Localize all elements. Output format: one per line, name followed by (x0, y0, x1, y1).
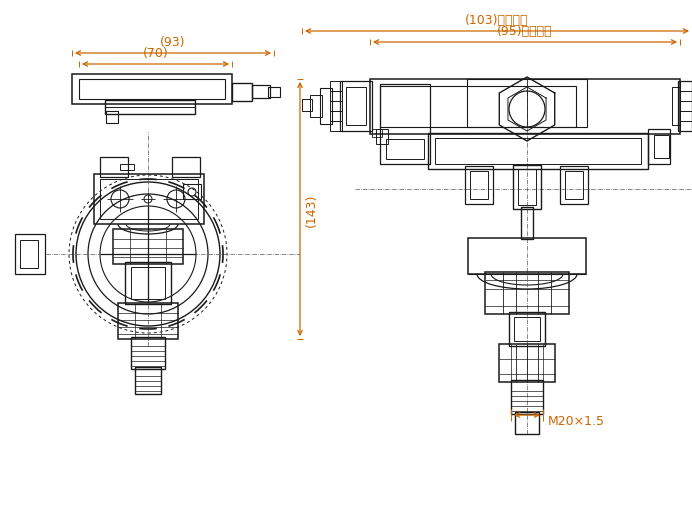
Bar (118, 303, 178, 340)
Text: (93): (93) (161, 36, 185, 49)
Bar (680, 82, 692, 92)
Bar (680, 102, 692, 112)
Bar (125, 263, 171, 304)
Bar (515, 412, 539, 434)
Bar (680, 122, 692, 132)
Bar (435, 139, 641, 165)
Bar (514, 318, 540, 342)
Bar (511, 380, 543, 414)
Bar (386, 140, 424, 160)
Bar (521, 208, 533, 240)
Bar (72, 75, 232, 105)
Bar (428, 134, 648, 169)
Bar (465, 166, 493, 205)
Bar (330, 112, 342, 122)
Bar (340, 82, 372, 132)
Text: (103)镜盖尺寸: (103)镜盖尺寸 (465, 14, 529, 27)
Bar (372, 130, 382, 138)
Bar (346, 88, 366, 126)
Bar (565, 172, 583, 200)
Bar (380, 85, 430, 165)
Bar (648, 130, 670, 165)
Text: (95)盲盖尺寸: (95)盲盖尺寸 (497, 25, 553, 38)
Bar (15, 235, 45, 274)
Bar (183, 185, 201, 200)
Bar (330, 102, 342, 112)
Bar (105, 101, 195, 115)
Bar (678, 82, 692, 132)
Bar (113, 230, 183, 265)
Bar (79, 80, 225, 100)
Bar (94, 175, 204, 224)
Bar (330, 82, 342, 92)
Bar (376, 130, 388, 145)
Bar (135, 367, 161, 394)
Bar (330, 122, 342, 132)
Bar (560, 166, 588, 205)
Bar (100, 158, 128, 178)
Bar (232, 84, 252, 102)
Bar (330, 92, 342, 102)
Bar (20, 241, 38, 268)
Bar (680, 92, 692, 102)
Text: (143): (143) (305, 193, 318, 226)
Bar (680, 112, 692, 122)
Bar (470, 172, 488, 200)
Bar (252, 86, 270, 99)
Bar (518, 169, 536, 206)
Bar (672, 88, 680, 126)
Bar (509, 313, 545, 346)
Bar (320, 89, 332, 125)
Bar (131, 267, 165, 299)
Bar (172, 158, 200, 178)
Bar (467, 80, 587, 128)
Bar (310, 96, 322, 118)
Bar (131, 337, 165, 369)
Bar (370, 80, 680, 135)
Bar (268, 88, 280, 98)
Text: (70): (70) (143, 47, 168, 60)
Bar (499, 344, 555, 382)
Bar (654, 136, 669, 159)
Text: M20×1.5: M20×1.5 (548, 415, 605, 428)
Bar (468, 239, 586, 274)
Bar (120, 165, 134, 171)
Bar (380, 87, 576, 128)
Bar (302, 100, 312, 112)
Bar (100, 180, 198, 219)
Bar (513, 165, 541, 210)
Bar (106, 112, 118, 124)
Bar (485, 272, 569, 315)
